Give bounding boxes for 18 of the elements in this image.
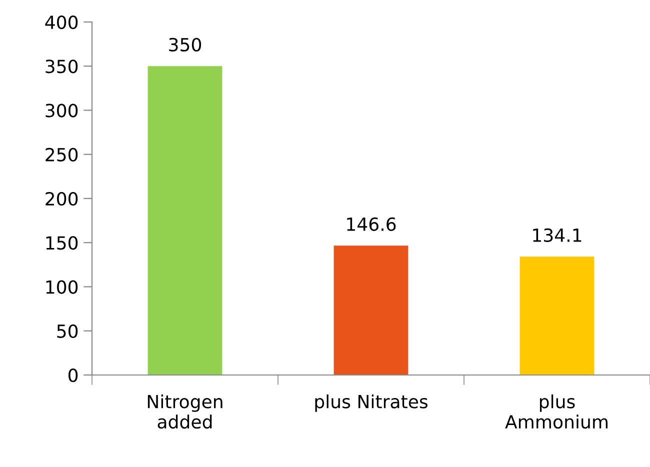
y-tick-label: 0 — [68, 368, 78, 382]
y-tick-label: 400 — [45, 15, 78, 30]
y-tick-label: 350 — [46, 60, 78, 74]
data-label: 134.1 — [533, 228, 582, 242]
bar — [148, 66, 222, 375]
data-label: 146.6 — [347, 217, 396, 232]
bar — [520, 256, 594, 375]
y-tick-label: 150 — [46, 236, 78, 250]
y-tick-label: 50 — [57, 324, 78, 338]
y-tick-label: 200 — [46, 192, 78, 206]
x-tick-label: plus Nitrates — [315, 394, 428, 412]
y-tick-label: 100 — [46, 280, 78, 294]
y-tick-label: 300 — [46, 104, 78, 118]
x-tick-label: plus Ammonium — [505, 394, 608, 429]
bar — [334, 246, 408, 375]
data-label: 350 — [169, 38, 202, 52]
x-tick-label: Nitrogen added — [148, 394, 222, 429]
y-tick-label: 250 — [46, 148, 78, 162]
